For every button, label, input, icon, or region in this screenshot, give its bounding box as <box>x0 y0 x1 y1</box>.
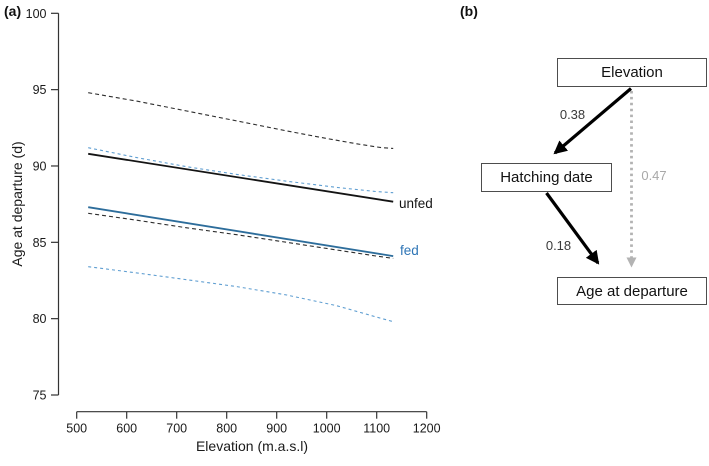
y-tick-label: 75 <box>33 389 47 403</box>
coefficient-elevation-age: 0.47 <box>641 168 667 183</box>
coefficient-hatching-age: 0.18 <box>545 238 572 253</box>
series-line-fed_upper_ci <box>88 147 394 194</box>
x-tick-label: 600 <box>116 422 137 436</box>
line-chart: 75 80 85 90 95 100 500 600 700 800 900 1000 1100 1200 <box>26 7 441 436</box>
panel-a: (a) 75 80 85 90 95 100 500 600 700 800 900 1000 1100… <box>4 3 441 454</box>
x-tick-label: 1000 <box>313 422 341 436</box>
y-axis-title: Age at departure (d) <box>9 141 25 267</box>
path-diagram-arrows <box>545 87 637 268</box>
edge-elevation-hatching-arrow <box>553 87 633 155</box>
series-line-unfed_upper_ci <box>88 92 394 149</box>
y-tick-label: 80 <box>33 312 47 326</box>
y-tick-label: 95 <box>33 83 47 97</box>
unfed-line-label: unfed <box>399 196 433 211</box>
x-tick-label: 700 <box>166 422 187 436</box>
coefficient-elevation-hatching: 0.38 <box>559 107 586 122</box>
fed-line-label: fed <box>400 243 419 258</box>
node-hatching-date: Hatching date <box>481 163 612 192</box>
x-tick-label: 1100 <box>363 422 390 436</box>
x-tick-label: 900 <box>266 422 287 436</box>
panel-b-path-diagram: (b) Elevation Hatching date Age at depar… <box>455 0 709 466</box>
panel-b-label: (b) <box>460 3 478 19</box>
edge-hatching-age-arrow <box>545 192 600 265</box>
y-tick-label: 90 <box>33 159 47 173</box>
x-tick-label: 1200 <box>413 422 441 436</box>
y-tick-label: 85 <box>33 236 47 250</box>
x-tick-label: 500 <box>66 422 87 436</box>
series-line-fed_lower_ci <box>88 266 394 323</box>
series-line-fed_mean <box>88 206 394 257</box>
y-tick-label: 100 <box>26 7 47 21</box>
node-age-at-departure: Age at departure <box>557 277 707 305</box>
series-line-unfed_lower_ci <box>88 212 394 259</box>
node-elevation: Elevation <box>557 58 707 87</box>
series-line-unfed_mean <box>88 152 394 203</box>
panel-a-label: (a) <box>4 3 22 19</box>
x-axis-title: Elevation (m.a.s.l) <box>195 438 309 454</box>
x-tick-label: 800 <box>216 422 237 436</box>
